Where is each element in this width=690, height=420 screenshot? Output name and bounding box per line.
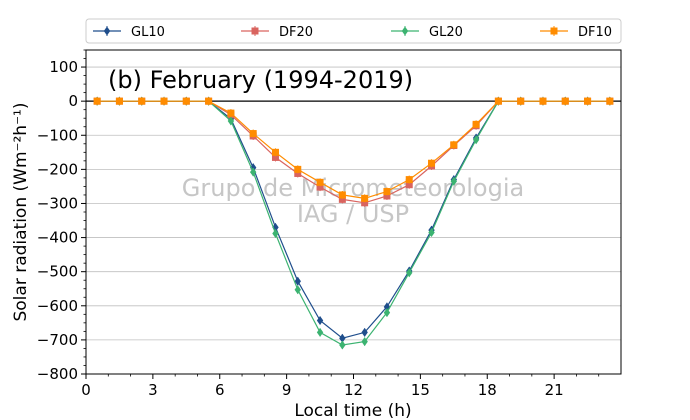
data-point — [561, 97, 569, 105]
data-point — [428, 227, 435, 237]
legend-marker — [550, 27, 558, 35]
series-lines — [93, 96, 614, 350]
legend-label: GL20 — [429, 25, 463, 40]
data-point — [539, 97, 547, 105]
data-point — [316, 183, 324, 191]
data-point — [160, 97, 168, 105]
y-tick-label: −600 — [37, 297, 78, 315]
chart-title: (b) February (1994-2019) — [108, 66, 413, 94]
data-point — [338, 191, 346, 199]
y-tick-label: −800 — [37, 365, 78, 383]
series-line — [97, 100, 610, 200]
y-axis-ticks: −800 −700 −600 −500 −400 −300 −200 −100 0 100 — [37, 49, 86, 383]
data-point — [138, 97, 146, 105]
data-point — [383, 188, 391, 196]
data-point — [472, 135, 480, 145]
data-point — [93, 97, 101, 105]
data-point — [472, 120, 480, 128]
x-axis-ticks: 0 3 6 9 12 15 18 21 — [81, 374, 600, 399]
legend-entry-gl10: GL10 — [93, 25, 165, 40]
data-point — [494, 97, 502, 105]
data-point — [339, 340, 346, 350]
data-point — [316, 315, 324, 325]
data-point — [361, 199, 369, 207]
legend-entry-df10: DF10 — [540, 25, 612, 40]
y-tick-label: 0 — [68, 92, 78, 110]
y-tick-label: 100 — [49, 58, 78, 76]
data-point — [227, 109, 235, 117]
data-point — [271, 153, 279, 161]
legend: GL10 DF20 GL20 DF10 — [85, 18, 622, 44]
x-tick-label: 18 — [478, 381, 497, 399]
y-axis-label: Solar radiation (Wm⁻²h⁻¹) — [11, 102, 31, 321]
y-tick-label: −300 — [37, 194, 78, 212]
data-point — [450, 176, 458, 186]
x-tick-label: 9 — [282, 381, 292, 399]
y-tick-label: −500 — [37, 263, 78, 281]
data-point — [227, 116, 235, 126]
data-point — [606, 97, 614, 105]
series-df10 — [93, 97, 614, 203]
legend-entry-gl20: GL20 — [391, 25, 463, 40]
data-point — [383, 192, 391, 200]
data-point — [271, 148, 279, 156]
x-tick-label: 15 — [411, 381, 430, 399]
data-point — [316, 327, 324, 337]
legend-marker — [103, 26, 111, 36]
data-point — [517, 97, 525, 105]
data-point — [428, 159, 436, 167]
legend-marker — [401, 26, 409, 36]
data-point — [361, 337, 368, 347]
data-point — [405, 176, 413, 184]
watermark-line-2: IAG / USP — [297, 200, 409, 228]
legend-label: DF20 — [279, 25, 313, 40]
data-point — [338, 195, 346, 203]
data-point — [205, 97, 213, 105]
data-point — [294, 276, 301, 286]
data-point — [249, 167, 257, 177]
legend-label: DF10 — [578, 25, 612, 40]
data-point — [316, 178, 324, 186]
legend-marker — [251, 27, 259, 35]
y-tick-label: −700 — [37, 331, 78, 349]
data-point — [294, 169, 302, 177]
data-point — [405, 181, 413, 189]
watermark-line-1: Grupo de Micrometeorologia — [182, 174, 524, 202]
data-point — [361, 194, 369, 202]
x-tick-label: 21 — [545, 381, 564, 399]
legend-entry-df20: DF20 — [241, 25, 313, 40]
x-tick-label: 0 — [81, 381, 91, 399]
x-tick-label: 6 — [215, 381, 225, 399]
y-tick-label: −100 — [37, 126, 78, 144]
x-tick-label: 12 — [344, 381, 363, 399]
data-point — [182, 97, 190, 105]
data-point — [383, 308, 391, 318]
x-axis-label: Local time (h) — [294, 401, 411, 420]
data-point — [450, 141, 458, 149]
data-point — [272, 228, 279, 238]
data-point — [584, 97, 592, 105]
data-point — [294, 285, 301, 295]
y-tick-label: −400 — [37, 229, 78, 247]
data-point — [294, 165, 302, 173]
watermark: Grupo de Micrometeorologia IAG / USP — [182, 174, 524, 228]
data-point — [406, 268, 413, 278]
x-tick-label: 3 — [148, 381, 158, 399]
y-tick-label: −200 — [37, 160, 78, 178]
legend-label: GL10 — [131, 25, 165, 40]
legend-frame — [85, 18, 622, 44]
data-point — [361, 327, 368, 337]
data-point — [249, 130, 257, 138]
data-point — [339, 333, 346, 343]
data-point — [115, 97, 123, 105]
